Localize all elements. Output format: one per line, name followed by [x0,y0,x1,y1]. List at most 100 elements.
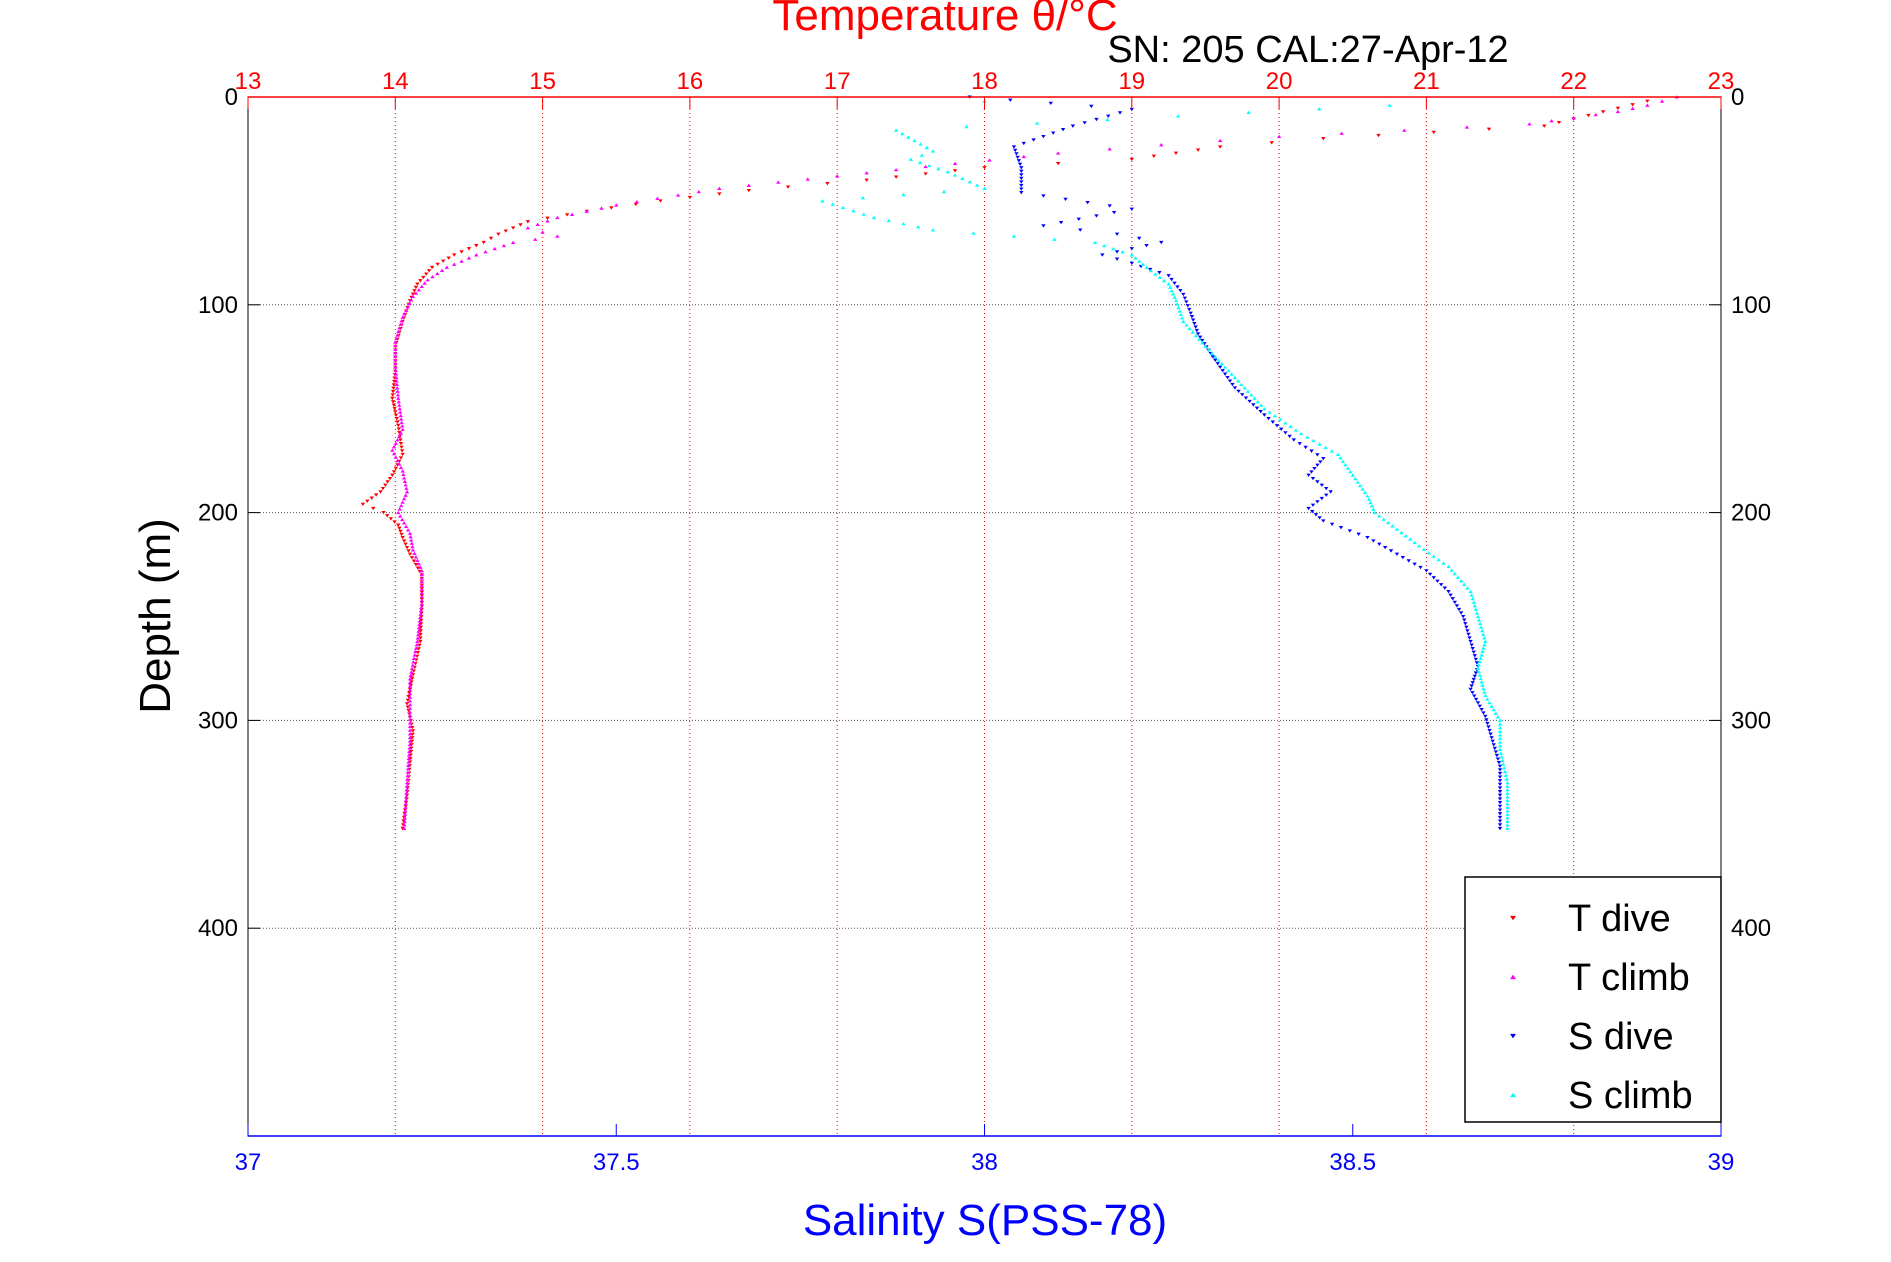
data-point [1015,155,1020,160]
data-point [1497,812,1503,816]
data-point [395,386,400,390]
data-point [535,222,540,226]
data-point [1309,449,1314,453]
data-point [1497,722,1503,726]
data-point [1505,805,1510,809]
data-point [390,473,395,477]
data-point [1101,243,1107,248]
data-point [835,174,840,178]
data-point [1175,285,1180,289]
legend-box [1464,876,1722,1123]
axes-layer: 0 0 100 100 200 200 300 300 400 400 13 14 15 16 17 18 19… [198,68,1771,1176]
data-point [1471,650,1476,654]
data-point [1371,539,1376,543]
data-point [1489,736,1494,740]
x-bottom-tick-label: 37.5 [593,1149,640,1176]
data-point [397,434,402,438]
data-point [1505,802,1510,806]
data-point [1021,141,1026,146]
data-point [1136,236,1142,241]
data-point [383,483,388,487]
data-point [1497,815,1503,820]
y-tick-label-right: 400 [1731,915,1771,942]
y-tick-label-left: 0 [225,84,238,111]
data-point [1497,826,1503,831]
data-point [419,284,425,289]
data-point [1166,282,1171,286]
data-point [1283,431,1288,435]
data-point [1497,804,1503,809]
data-point [397,431,402,435]
data-point [402,479,408,483]
data-point [1092,240,1098,244]
data-point [912,138,917,143]
data-point [1475,666,1481,670]
data-point [404,702,410,706]
data-point [418,622,424,626]
data-point [1475,701,1481,705]
data-point [403,493,408,497]
data-point [1235,379,1241,383]
data-point [1206,348,1211,352]
data-point [1129,253,1134,257]
data-point [483,250,488,254]
data-point [1041,134,1046,139]
data-point [1114,232,1120,236]
data-point [1082,121,1087,125]
data-point [1593,112,1598,117]
data-point [410,673,416,677]
data-point [488,236,494,241]
data-point [1220,369,1225,373]
data-point [409,746,414,750]
data-point [633,202,639,207]
data-point [1267,410,1272,414]
data-point [1479,680,1484,684]
data-point [403,802,408,806]
data-point [406,694,411,699]
data-point [440,259,446,263]
data-point [1172,295,1177,299]
data-point [407,702,413,707]
data-point [1406,559,1411,563]
data-point [1306,473,1311,477]
data-point [404,490,410,494]
data-point [406,763,411,767]
data-point [1481,632,1486,636]
data-point [1144,265,1149,269]
data-point [398,503,404,508]
data-point [1309,470,1314,474]
data-point [1427,572,1433,577]
data-point [1659,99,1665,103]
data-point [391,386,396,390]
data-point [1491,743,1496,747]
data-point [371,506,376,511]
data-point [396,423,401,428]
data-point [1418,565,1423,570]
data-point [1347,529,1353,533]
data-point [893,128,899,132]
data-point [1615,109,1621,114]
data-point [405,698,411,702]
data-point [1403,534,1408,538]
data-point [399,420,404,425]
data-point [1491,707,1496,712]
data-point [394,375,399,380]
data-point [1407,537,1413,541]
data-point [1274,424,1280,428]
data-point [406,753,412,757]
data-point [1470,691,1475,695]
data-point [1189,315,1195,319]
data-point [1339,131,1344,135]
data-point [409,538,414,542]
data-point [1498,751,1504,755]
data-point [964,124,969,129]
data-point [1052,237,1057,241]
data-point [1488,732,1493,736]
data-point [1502,769,1508,774]
data-point [1111,210,1117,215]
data-point [1166,274,1171,278]
data-point [1466,632,1471,637]
data-point [402,816,408,820]
data-point [466,256,472,260]
data-point [360,502,366,507]
